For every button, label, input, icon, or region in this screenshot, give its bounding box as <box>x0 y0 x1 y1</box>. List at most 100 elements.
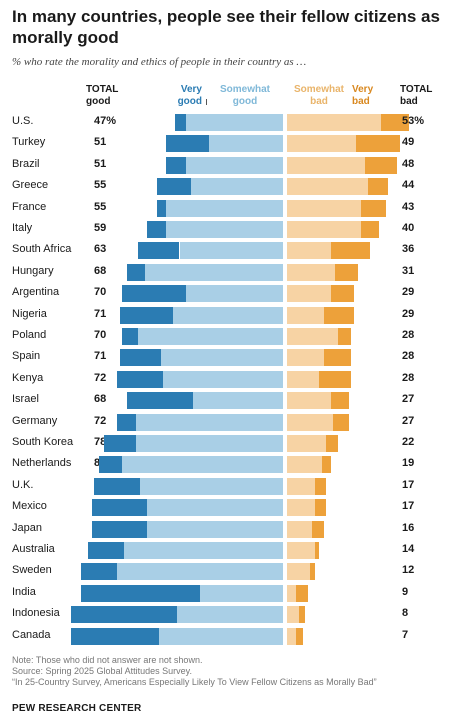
bar-very-bad <box>330 242 370 260</box>
total-bad-label: 49 <box>402 136 415 149</box>
bar-very-bad <box>360 199 386 217</box>
total-good-label: 71 <box>94 350 107 363</box>
header-very-good-line2: good <box>177 96 202 107</box>
header-very-good-tick <box>206 99 207 105</box>
country-label: Netherlands <box>12 457 72 470</box>
country-label: Israel <box>12 393 39 406</box>
country-label: Australia <box>12 543 55 555</box>
bar-somewhat-good <box>117 563 283 581</box>
bar-very-good <box>103 435 136 452</box>
chart-row: Argentina 70 29 <box>0 283 463 304</box>
bar-somewhat-good <box>122 456 283 474</box>
bar-very-good <box>71 606 178 624</box>
country-label: Indonesia <box>12 607 60 620</box>
total-bad-label: 12 <box>402 564 415 577</box>
bar-somewhat-good <box>179 242 283 260</box>
country-label: Poland <box>12 329 47 341</box>
chart-row: Hungary 68 31 <box>0 262 463 283</box>
total-bad-label: 14 <box>402 543 415 555</box>
total-bad-label: 28 <box>402 371 415 384</box>
bar-very-bad <box>323 349 352 367</box>
header-total-bad: TOTAL bad <box>400 84 432 108</box>
bar-very-good <box>92 499 148 517</box>
chart-title: In many countries, people see their fell… <box>12 7 440 47</box>
bar-somewhat-good <box>135 413 283 431</box>
total-bad-label: 19 <box>402 457 415 470</box>
country-label: Italy <box>12 222 33 234</box>
bar-very-bad <box>314 542 320 559</box>
header-very-good-line1: Very <box>180 84 202 95</box>
header-very-good: Very good <box>164 84 202 108</box>
chart-row: France 55 43 <box>0 198 463 219</box>
header-somewhat-bad: Somewhat bad <box>287 84 351 108</box>
bar-somewhat-good <box>145 263 283 281</box>
chart-row: Germany 72 27 <box>0 412 463 433</box>
bar-somewhat-bad <box>287 563 310 581</box>
total-bad-label: 31 <box>402 264 415 277</box>
total-bad-label: 48 <box>402 157 415 170</box>
total-bad-label: 27 <box>402 414 415 427</box>
bar-somewhat-bad <box>287 156 366 174</box>
total-bad-label: 36 <box>402 243 415 256</box>
total-good-label: 63 <box>94 243 107 256</box>
header-very-bad-line1: Very <box>352 84 374 95</box>
header-total-good-line1: TOTAL <box>86 84 119 95</box>
country-label: Argentina <box>12 286 60 299</box>
country-label: U.K. <box>12 478 34 491</box>
bar-somewhat-good <box>172 306 283 324</box>
total-bad-label: 40 <box>402 222 415 234</box>
country-label: India <box>12 585 36 598</box>
country-label: Brazil <box>12 157 40 170</box>
total-good-label: 51 <box>94 136 107 149</box>
bar-somewhat-good <box>186 285 283 303</box>
bar-very-good <box>92 520 148 538</box>
chart-row: South Korea 78 22 <box>0 433 463 454</box>
country-label: Sweden <box>12 564 52 577</box>
chart-row: Sweden8812 <box>0 561 463 582</box>
bar-very-bad <box>296 627 304 645</box>
chart-subtitle: % who rate the morality and ethics of pe… <box>12 56 307 68</box>
bar-very-bad <box>298 606 306 624</box>
bar-somewhat-good <box>186 114 283 131</box>
bar-somewhat-bad <box>287 328 338 345</box>
total-bad-label: 29 <box>402 286 415 299</box>
bar-somewhat-good <box>177 606 283 624</box>
bar-somewhat-bad <box>287 606 299 624</box>
total-good-label: 72 <box>94 414 107 427</box>
header-total-bad-line1: TOTAL <box>400 84 433 95</box>
country-label: Canada <box>12 628 51 641</box>
total-bad-label: 44 <box>402 179 415 192</box>
bar-very-bad <box>296 584 308 602</box>
chart-row: Netherlands8019 <box>0 454 463 475</box>
country-label: South Africa <box>12 243 72 256</box>
header-somewhat-bad-line2: bad <box>310 96 328 107</box>
total-bad-label: 9 <box>402 585 409 598</box>
bar-very-bad <box>367 178 389 196</box>
chart-row: Spain 71 28 <box>0 347 463 368</box>
bar-very-good <box>94 477 141 495</box>
bar-somewhat-good <box>124 542 283 559</box>
header-somewhat-good-line2: good <box>232 96 258 107</box>
bar-somewhat-good <box>200 584 283 602</box>
bar-somewhat-bad <box>287 349 324 367</box>
country-label: Turkey <box>12 136 46 149</box>
bar-very-good <box>126 263 145 281</box>
bar-very-bad <box>335 263 359 281</box>
bar-somewhat-bad <box>287 477 315 495</box>
bar-somewhat-good <box>158 627 283 645</box>
chart-row: U.S. 47% 53% <box>0 112 463 133</box>
chart-row: Israel 68 27 <box>0 390 463 411</box>
chart-row: Poland 70 28 <box>0 326 463 347</box>
country-label: Kenya <box>12 371 44 384</box>
total-bad-label: 53% <box>402 115 425 127</box>
bar-very-good <box>87 542 125 559</box>
bar-somewhat-bad <box>287 520 313 538</box>
bar-somewhat-good <box>191 178 283 196</box>
total-bad-label: 16 <box>402 521 415 534</box>
bar-very-bad <box>314 499 327 517</box>
header-somewhat-good-line1: Somewhat <box>219 84 270 95</box>
bar-somewhat-good <box>165 199 283 217</box>
header-total-good-line2: good <box>86 96 111 107</box>
chart-row: Canada927 <box>0 626 463 647</box>
chart-row: Indonesia928 <box>0 604 463 625</box>
